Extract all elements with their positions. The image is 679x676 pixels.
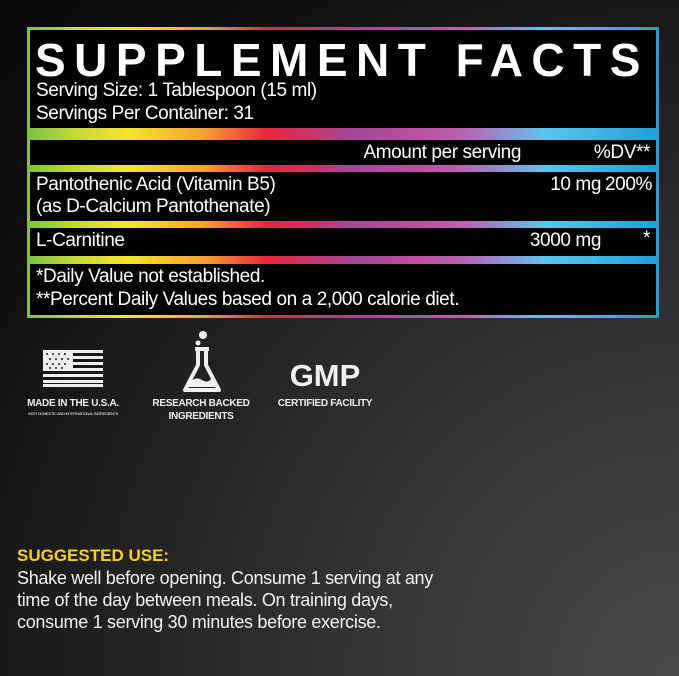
- facts-title: SUPPLEMENT FACTS: [35, 34, 649, 86]
- suggested-use-heading: SUGGESTED USE:: [17, 546, 170, 565]
- badge-label: CERTIFIED FACILITY: [277, 398, 373, 409]
- table-row: L-Carnitine 3000 mg *: [30, 228, 656, 256]
- nutrient-name: Pantothenic Acid (Vitamin B5): [36, 174, 276, 195]
- badge-label: RESEARCH BACKED: [152, 398, 250, 409]
- flask-icon: [183, 331, 221, 392]
- gmp-logo: GMP: [289, 358, 361, 393]
- footnote-1: *Daily Value not established.: [36, 266, 265, 287]
- nutrient-amount: 3000 mg: [529, 230, 602, 251]
- badge-sublabel: WITH DOMESTIC AND INTERNATIONAL INGREDIE…: [28, 411, 118, 416]
- nutrient-dv: *: [643, 228, 650, 249]
- footnotes: *Daily Value not established. **Percent …: [30, 264, 656, 315]
- nutrient-amount: 10 mg: [550, 174, 601, 195]
- column-header-row: Amount per serving %DV**: [30, 140, 656, 165]
- nutrient-dv: 200%: [605, 174, 652, 195]
- badge-label-2: INGREDIENTS: [168, 411, 234, 422]
- badge-label: MADE IN THE U.S.A.: [27, 398, 119, 409]
- nutrient-subname: (as D-Calcium Pantothenate): [36, 196, 271, 217]
- suggested-use-text: Shake well before opening. Consume 1 ser…: [17, 568, 433, 632]
- us-flag-icon: [43, 350, 103, 387]
- amount-header: Amount per serving: [363, 142, 521, 163]
- dv-header: %DV**: [593, 142, 650, 163]
- servings-per-container: Servings Per Container: 31: [36, 103, 254, 124]
- table-row: Pantothenic Acid (Vitamin B5) (as D-Calc…: [30, 172, 656, 221]
- facts-header-section: SUPPLEMENT FACTS Serving Size: 1 Tablesp…: [30, 30, 656, 128]
- supplement-facts-panel: SUPPLEMENT FACTS Serving Size: 1 Tablesp…: [27, 27, 659, 318]
- serving-size: Serving Size: 1 Tablespoon (15 ml): [36, 80, 317, 101]
- nutrient-name: L-Carnitine: [36, 230, 125, 251]
- footnote-2: **Percent Daily Values based on a 2,000 …: [36, 289, 460, 310]
